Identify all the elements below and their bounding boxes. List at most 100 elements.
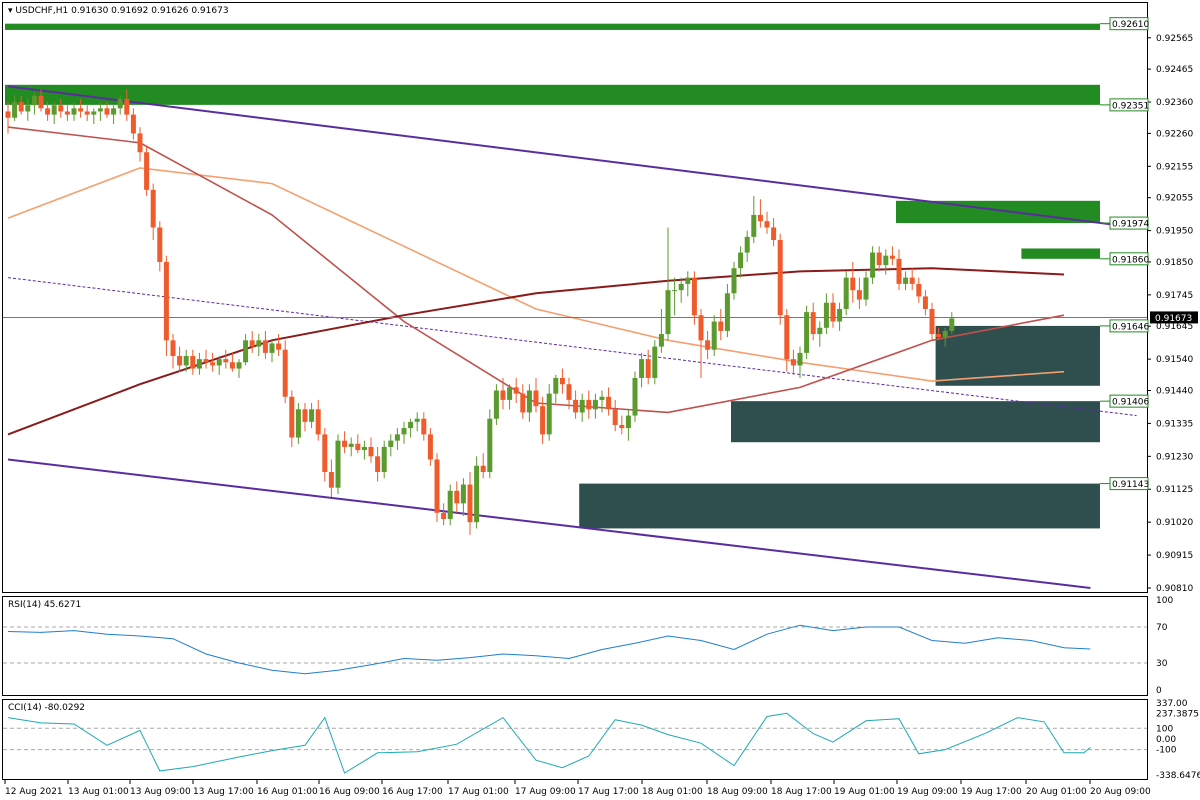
rsi-panel: 100 70 30 0	[3, 596, 1173, 696]
candle-body	[777, 240, 783, 316]
zone-label: 0.92351	[1112, 101, 1149, 111]
cci-line	[7, 712, 1091, 774]
candle-body	[216, 359, 222, 366]
time-tick-label: 20 Aug 09:00	[1090, 787, 1151, 797]
candle-body	[764, 221, 770, 228]
current-price-badge	[1150, 311, 1198, 324]
candle-body	[394, 434, 400, 441]
candle-body	[375, 456, 381, 472]
candle-body	[401, 428, 407, 435]
candle-body	[97, 108, 103, 112]
cci-tick-label: 237.3875	[1156, 710, 1199, 720]
zone-labels: 0.92610 0.92351 0.91974 0.91860 0.91646 0.914…	[1100, 17, 1149, 491]
candle-body	[691, 277, 697, 316]
time-tick-label: 18 Aug 09:00	[707, 787, 768, 797]
candle-body	[480, 465, 486, 472]
candle-body	[599, 396, 605, 400]
candle-body	[368, 446, 374, 457]
time-tick-label: 18 Aug 01:00	[642, 787, 703, 797]
candle-body	[31, 95, 37, 106]
candle-body	[163, 261, 169, 341]
candle-body	[474, 465, 480, 523]
candle-body	[183, 356, 189, 366]
candle-body	[210, 362, 216, 366]
candle-body	[203, 359, 209, 363]
candle-body	[843, 277, 849, 309]
candle-body	[38, 95, 44, 109]
candle-body	[592, 399, 598, 410]
rsi-line	[7, 624, 1091, 675]
candle-body	[936, 334, 942, 338]
zone-label-box	[1109, 394, 1149, 408]
candle-body	[315, 409, 321, 435]
candle-body	[190, 356, 196, 369]
time-tick-label: 16 Aug 17:00	[382, 787, 443, 797]
candles-layer	[5, 89, 955, 535]
candle-body	[876, 252, 882, 266]
candle-body	[144, 152, 150, 190]
candle-body	[408, 421, 414, 429]
candle-body	[507, 387, 513, 400]
candle-body	[586, 399, 592, 410]
price-tick-label: 0.90915	[1156, 551, 1193, 561]
candle-body	[157, 227, 163, 262]
candle-body	[421, 418, 427, 435]
candle-body	[678, 283, 684, 291]
candle-body	[606, 396, 612, 410]
channel-upper-line	[7, 85, 1137, 229]
candle-body	[863, 277, 869, 300]
zone-label-box	[1109, 319, 1149, 333]
cci-tick-label: -338.6476	[1156, 771, 1200, 781]
candle-body	[427, 434, 433, 460]
candle-body	[790, 359, 796, 366]
time-tick-label: 19 Aug 17:00	[961, 787, 1022, 797]
candle-body	[553, 377, 559, 394]
candle-body	[64, 111, 70, 115]
candle-body	[170, 340, 176, 356]
candle-body	[731, 268, 737, 294]
header-triangle-icon: ▾	[8, 6, 15, 16]
candle-body	[223, 359, 229, 363]
candle-body	[454, 490, 460, 504]
candle-body	[276, 343, 282, 350]
candle-body	[229, 362, 235, 369]
candle-body	[619, 424, 625, 429]
candle-body	[540, 406, 546, 435]
price-tick-label: 0.92155	[1156, 162, 1193, 172]
header-symbol: USDCHF,H1	[15, 6, 68, 16]
zone-rect	[935, 325, 1100, 386]
candle-body	[566, 384, 572, 400]
candle-body	[817, 327, 823, 335]
time-tick-label: 17 Aug 17:00	[578, 787, 639, 797]
cci-tick-label: 0.00	[1156, 735, 1176, 745]
candle-body	[5, 111, 11, 118]
main-panel-frame	[2, 2, 1148, 593]
candle-body	[328, 472, 334, 488]
time-tick-label: 13 Aug 17:00	[193, 787, 254, 797]
candle-body	[467, 484, 473, 523]
candle-body	[698, 315, 704, 341]
candle-body	[302, 409, 308, 422]
candle-body	[625, 415, 631, 429]
candle-body	[718, 321, 724, 331]
channel-mid-line	[7, 277, 1137, 417]
candle-body	[289, 396, 295, 438]
rsi-tick-label: 100	[1156, 596, 1173, 606]
channel-lower-line	[7, 458, 1091, 589]
header-ohlc: 0.91630 0.91692 0.91626 0.91673	[71, 6, 228, 16]
candle-body	[18, 102, 24, 112]
time-tick-label: 19 Aug 09:00	[897, 787, 958, 797]
time-axis: 12 Aug 2021 13 Aug 01:00 13 Aug 09:00 13 Au…	[4, 780, 1151, 797]
candle-body	[870, 252, 876, 278]
zone-label-box	[1109, 98, 1149, 112]
candle-body	[177, 356, 183, 366]
cci-tick-label: 337.00	[1156, 699, 1188, 709]
candle-body	[130, 114, 136, 134]
candle-body	[236, 362, 242, 369]
candle-body	[658, 334, 664, 347]
rsi-panel-frame	[2, 596, 1148, 696]
candle-body	[322, 434, 328, 472]
candle-body	[804, 312, 810, 353]
candle-body	[645, 359, 651, 378]
